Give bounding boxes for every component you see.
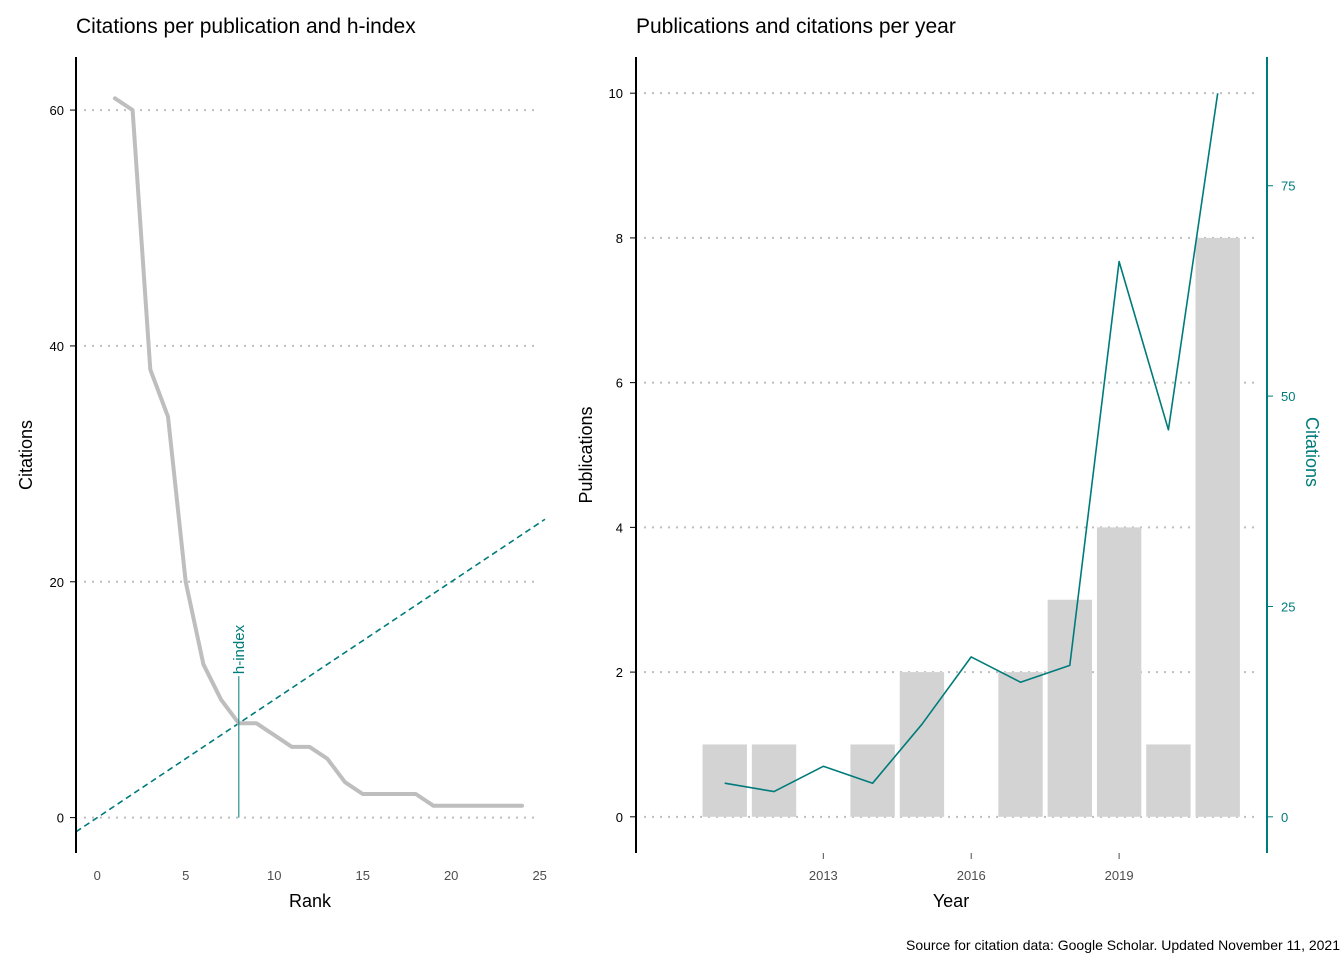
right-x-tick-label: 2019 xyxy=(1105,868,1134,883)
publications-bar xyxy=(1047,599,1092,817)
left-x-tick-label: 0 xyxy=(94,868,101,883)
left-series-layer: h-index xyxy=(75,96,546,833)
right-y-tick-label: 2 xyxy=(616,665,623,680)
right-secondary-y-tick-label: 25 xyxy=(1281,599,1295,614)
right-secondary-y-axis-title: Citations xyxy=(1302,417,1322,487)
right-x-tick-label: 2013 xyxy=(809,868,838,883)
right-bars-layer xyxy=(702,237,1240,817)
left-y-ticks: 0 20 40 60 xyxy=(50,103,76,826)
right-y-tick-label: 4 xyxy=(616,520,623,535)
right-y-tick-label: 10 xyxy=(609,86,623,101)
right-y-ticks: 0 2 4 6 8 10 xyxy=(609,86,636,825)
left-x-axis-title: Rank xyxy=(289,891,332,911)
publications-bar xyxy=(899,672,945,817)
right-x-tick-label: 2016 xyxy=(957,868,986,883)
left-x-ticks: 0 5 10 15 20 25 xyxy=(94,868,547,883)
citations-per-year-line xyxy=(724,93,1219,793)
right-y-tick-label: 8 xyxy=(616,231,623,246)
publications-bar xyxy=(751,744,797,817)
right-gridlines xyxy=(644,92,1260,818)
right-x-ticks: 2013 2016 2019 xyxy=(809,853,1134,883)
left-x-tick-label: 20 xyxy=(444,868,458,883)
right-y-axis-title: Publications xyxy=(576,406,596,503)
right-y-tick-label: 0 xyxy=(616,810,623,825)
left-y-tick-label: 0 xyxy=(57,811,64,826)
publications-bar xyxy=(1146,744,1191,817)
publications-bar xyxy=(702,744,747,817)
left-y-axis-title: Citations xyxy=(16,420,36,490)
publications-bar xyxy=(1096,527,1142,817)
citations-per-rank-line xyxy=(112,96,524,808)
right-secondary-y-tick-label: 50 xyxy=(1281,389,1295,404)
left-x-tick-label: 5 xyxy=(182,868,189,883)
right-secondary-y-tick-label: 0 xyxy=(1281,810,1288,825)
identity-reference-line xyxy=(75,518,546,833)
right-secondary-y-tick-label: 75 xyxy=(1281,179,1295,194)
left-x-tick-label: 25 xyxy=(532,868,546,883)
publications-bar xyxy=(850,744,895,817)
publications-bar xyxy=(1195,237,1240,817)
right-y-tick-label: 6 xyxy=(616,376,623,391)
right-citations-line-layer xyxy=(724,93,1219,793)
h-index-label: h-index xyxy=(231,624,248,674)
citations-per-publication-panel: Citations per publication and h-index h-… xyxy=(16,15,547,911)
left-y-tick-label: 40 xyxy=(50,339,64,354)
right-secondary-y-ticks: 0 25 50 75 xyxy=(1267,179,1295,825)
chart-caption: Source for citation data: Google Scholar… xyxy=(906,937,1340,953)
left-y-tick-label: 60 xyxy=(50,103,64,118)
left-gridlines xyxy=(84,109,540,819)
left-x-tick-label: 15 xyxy=(355,868,369,883)
left-y-tick-label: 20 xyxy=(50,575,64,590)
right-x-axis-title: Year xyxy=(933,891,969,911)
right-chart-title: Publications and citations per year xyxy=(636,15,956,38)
left-chart-title: Citations per publication and h-index xyxy=(76,15,416,38)
publications-per-year-panel: Publications and citations per year 0 2 4 6… xyxy=(576,15,1322,911)
publications-bar xyxy=(998,672,1043,817)
left-x-tick-label: 10 xyxy=(267,868,281,883)
